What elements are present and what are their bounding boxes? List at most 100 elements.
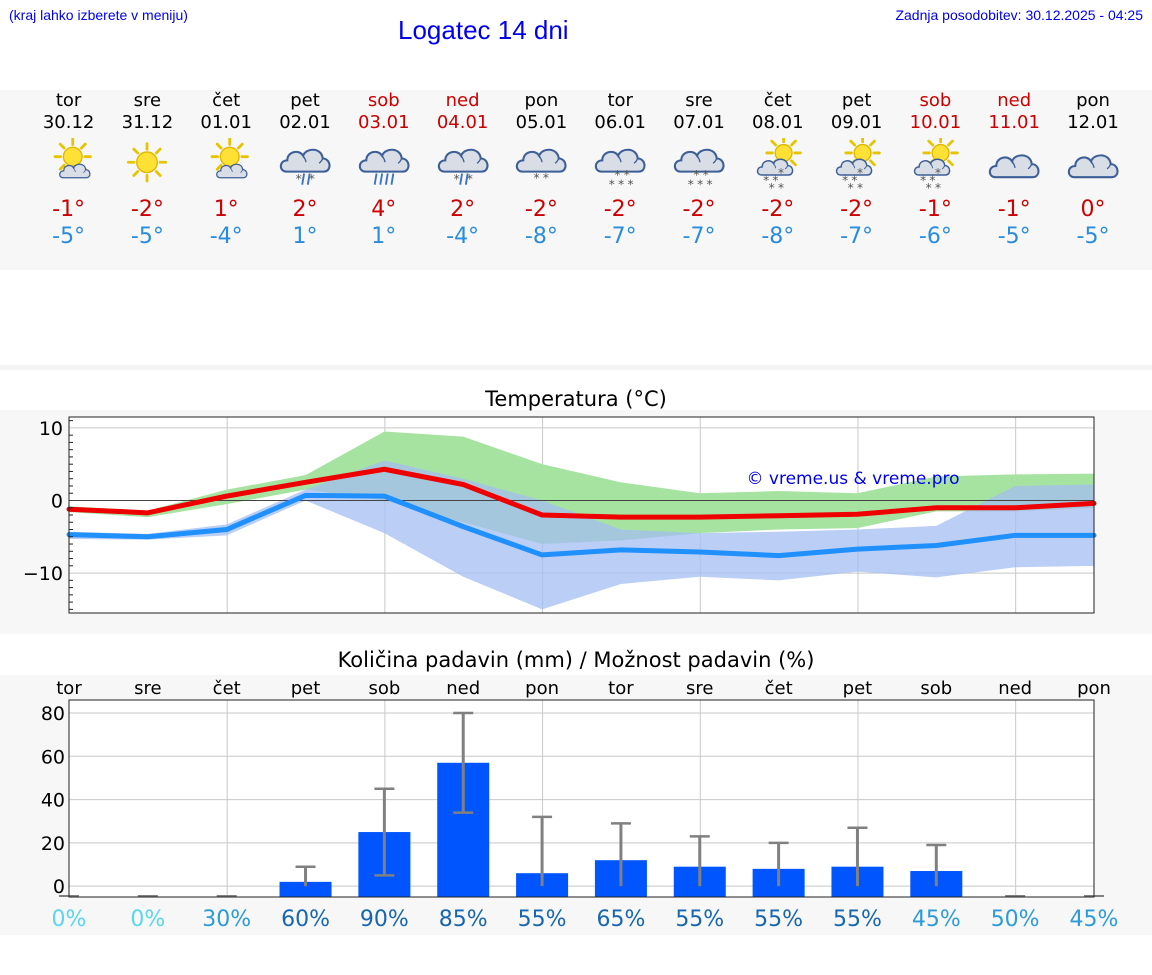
category-label: tor bbox=[56, 678, 82, 699]
sun-cloud-icon bbox=[186, 138, 266, 194]
sun-cloud-snow-icon: * * * * * bbox=[895, 138, 975, 194]
precipitation-probability: 55% bbox=[754, 907, 803, 932]
svg-text:*: * bbox=[935, 166, 941, 180]
precipitation-probability: 50% bbox=[991, 907, 1040, 932]
category-label: sre bbox=[134, 678, 161, 699]
y-tick-label: −10 bbox=[23, 563, 63, 585]
forecast-strip bbox=[0, 90, 1152, 270]
y-tick-label: 40 bbox=[41, 790, 65, 812]
day-column: sre 31.12 -2° -5° bbox=[107, 90, 187, 250]
svg-text:*: * bbox=[706, 177, 712, 191]
last-updated: Zadnja posodobitev: 30.12.2025 - 04:25 bbox=[895, 7, 1143, 23]
day-column: sob 03.01 4° 1° bbox=[344, 90, 424, 250]
precipitation-probability: 45% bbox=[912, 907, 961, 932]
svg-text:*: * bbox=[857, 181, 863, 194]
day-column: čet 08.01 * * * * * -2° -8° bbox=[738, 90, 818, 250]
precipitation-chart: 80 60 40 20 0 tor sre čet pet sob ned pon tor sre čet p… bbox=[41, 678, 1119, 932]
temperature-chart: 10 0 −10 © vreme.us & vreme.pro bbox=[23, 416, 1097, 614]
y-tick-label: 10 bbox=[39, 418, 63, 440]
day-date: 04.01 bbox=[436, 112, 489, 133]
day-name: sob bbox=[919, 90, 952, 111]
max-temperature: -2° bbox=[761, 197, 795, 222]
day-column: ned 04.01 * * 2° -4° bbox=[423, 90, 503, 250]
day-name: pon bbox=[1076, 90, 1110, 111]
max-temperature: 1° bbox=[213, 197, 239, 222]
precipitation-chart-title: Količina padavin (mm) / Možnost padavin … bbox=[337, 648, 815, 672]
min-temperature: -4° bbox=[209, 224, 243, 249]
category-label: sob bbox=[368, 678, 400, 699]
location-menu-hint[interactable]: (kraj lahko izberete v meniju) bbox=[9, 7, 188, 23]
precipitation-probability: 0% bbox=[130, 907, 165, 932]
min-temperature: -7° bbox=[840, 224, 874, 249]
day-column: pon 12.01 0° -5° bbox=[1053, 90, 1133, 250]
svg-text:*: * bbox=[778, 181, 784, 194]
category-label: čet bbox=[213, 678, 241, 699]
temperature-chart-title: Temperatura (°C) bbox=[485, 387, 667, 411]
y-tick-label: 20 bbox=[41, 833, 65, 855]
cloud-rain-icon bbox=[344, 138, 424, 194]
svg-text:*: * bbox=[920, 174, 926, 188]
day-column: ned 11.01 -1° -5° bbox=[974, 90, 1054, 250]
max-temperature: -2° bbox=[130, 197, 164, 222]
category-label: pon bbox=[1077, 678, 1111, 699]
day-date: 06.01 bbox=[594, 112, 646, 133]
max-temperature: 0° bbox=[1080, 197, 1106, 222]
min-temperature: -8° bbox=[761, 224, 795, 249]
precipitation-probability: 55% bbox=[675, 907, 724, 932]
y-tick-label: 0 bbox=[51, 490, 63, 512]
svg-text:*: * bbox=[693, 168, 699, 182]
svg-text:*: * bbox=[857, 166, 863, 180]
cloud-sleet-icon: * * bbox=[423, 138, 503, 194]
min-temperature: -5° bbox=[130, 224, 164, 249]
day-name: sre bbox=[133, 90, 162, 111]
y-tick-label: 0 bbox=[53, 876, 65, 898]
day-column: pon 05.01 * * -2° -8° bbox=[501, 90, 581, 250]
day-name: sre bbox=[685, 90, 713, 111]
max-temperature: -2° bbox=[603, 197, 637, 222]
day-column: tor 06.01 * * * * * -2° -7° bbox=[580, 90, 660, 250]
min-temperature: 1° bbox=[371, 224, 397, 249]
separator bbox=[0, 365, 1152, 370]
min-temperature: -5° bbox=[997, 224, 1031, 249]
svg-text:*: * bbox=[768, 181, 774, 194]
plot-area bbox=[69, 700, 1094, 897]
cloud-snow-icon: * * * * * bbox=[659, 138, 739, 194]
max-temperature: -1° bbox=[52, 197, 86, 222]
category-label: pon bbox=[525, 678, 559, 699]
category-label: sre bbox=[686, 678, 713, 699]
max-temperature-line bbox=[66, 466, 1097, 520]
page-title: Logatec 14 dni bbox=[398, 15, 569, 45]
category-label: pet bbox=[843, 678, 873, 699]
cloud-sleet-icon: * * bbox=[265, 138, 345, 194]
sun-cloud-icon bbox=[29, 138, 109, 194]
precipitation-probability: 55% bbox=[833, 907, 882, 932]
plot-frame bbox=[68, 699, 1095, 898]
min-temperature: -5° bbox=[1076, 224, 1110, 249]
svg-text:*: * bbox=[926, 181, 932, 194]
day-date: 11.01 bbox=[988, 112, 1040, 133]
svg-text:*: * bbox=[763, 174, 769, 188]
max-temperature: -2° bbox=[524, 197, 558, 222]
precipitation-bar bbox=[279, 881, 332, 897]
day-column: pet 09.01 * * * * * -2° -7° bbox=[817, 90, 897, 250]
precipitation-probability: 85% bbox=[439, 907, 488, 932]
svg-text:*: * bbox=[609, 177, 615, 191]
day-column: tor 30.12 -1° -5° bbox=[29, 90, 109, 250]
day-name: tor bbox=[607, 90, 633, 111]
y-tick-label: 60 bbox=[41, 746, 65, 768]
svg-text:*: * bbox=[778, 166, 784, 180]
cloud-icon bbox=[974, 138, 1054, 194]
day-column: sob 10.01 * * * * * -1° -6° bbox=[895, 90, 975, 250]
category-label: tor bbox=[608, 678, 634, 699]
day-name: čet bbox=[212, 90, 241, 111]
y-tick-label: 80 bbox=[41, 703, 65, 725]
category-label: čet bbox=[765, 678, 793, 699]
max-temperature: 2° bbox=[292, 197, 318, 222]
svg-text:*: * bbox=[703, 168, 709, 182]
min-temperature: -6° bbox=[918, 224, 952, 249]
max-temperature: -2° bbox=[682, 197, 716, 222]
day-date: 07.01 bbox=[673, 112, 725, 133]
svg-text:*: * bbox=[453, 172, 459, 186]
sun-cloud-snow-icon: * * * * * bbox=[738, 138, 818, 194]
day-name: tor bbox=[55, 90, 82, 111]
